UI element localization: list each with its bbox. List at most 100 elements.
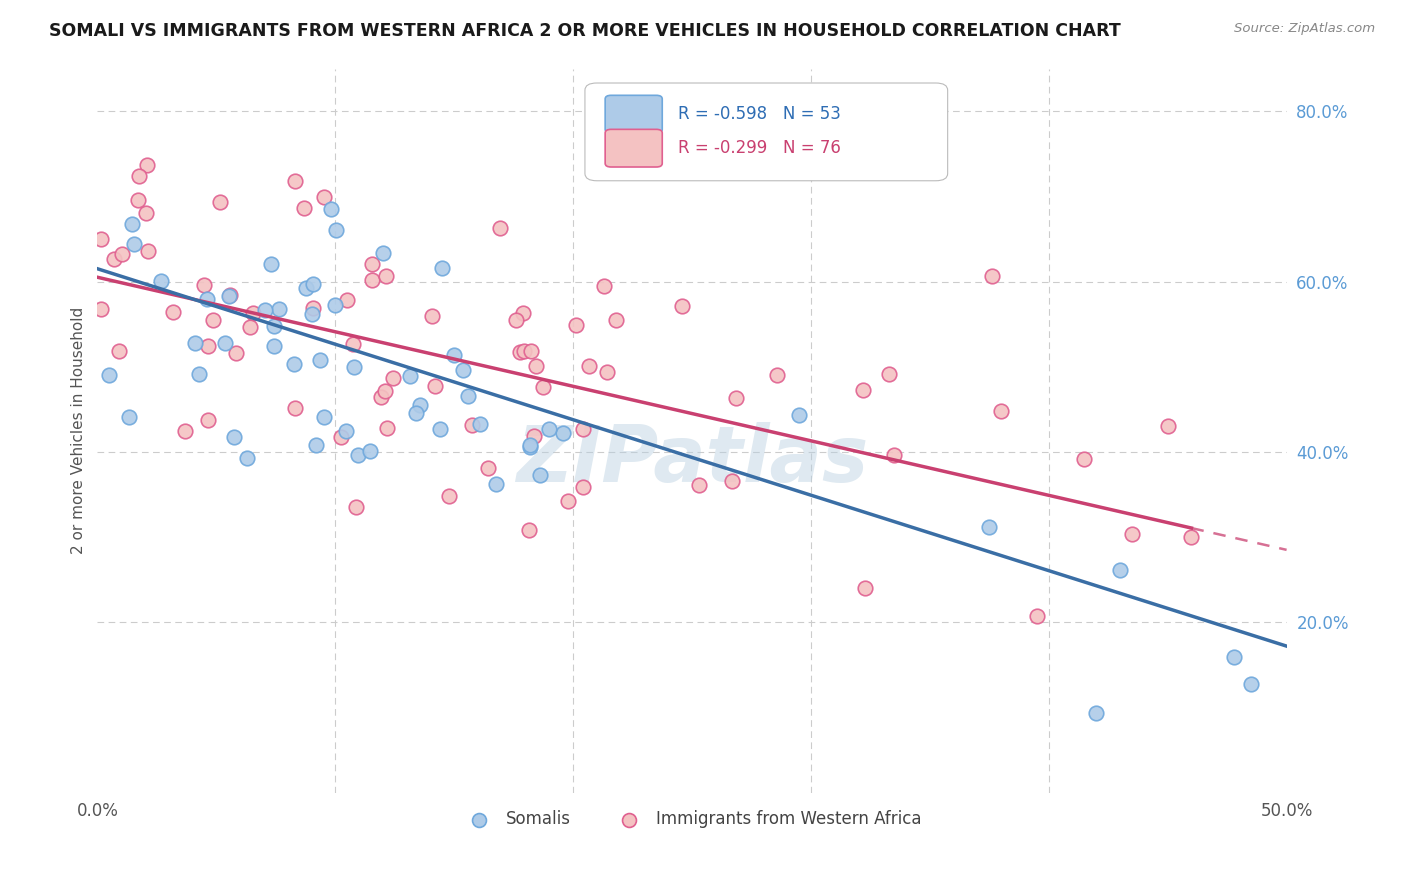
Point [405,406,427,420]
Point [593,278,616,293]
Point [375,268,398,283]
Text: ZIPatlas: ZIPatlas [516,422,868,498]
Point [517,524,540,538]
Point [529,468,551,483]
Point [224,430,246,444]
Point [531,380,554,394]
Point [765,368,787,383]
Point [127,193,149,207]
Point [103,252,125,266]
Point [267,301,290,316]
Point [359,444,381,458]
Point [308,353,330,368]
Point [128,169,150,183]
Point [1240,677,1263,691]
Point [721,474,744,488]
Point [1223,650,1246,665]
Point [202,313,225,327]
Point [323,298,346,312]
Point [260,257,283,271]
Point [853,581,876,595]
Point [149,274,172,288]
Point [519,440,541,454]
Point [108,343,131,358]
Point [374,384,396,399]
Point [443,348,465,362]
Point [485,476,508,491]
Point [688,478,710,492]
Point [477,461,499,475]
Point [519,438,541,452]
Point [572,480,595,494]
Point [195,292,218,306]
Point [883,448,905,462]
Point [342,359,364,374]
Point [235,450,257,465]
Point [135,206,157,220]
Point [312,190,335,204]
Point [336,293,359,308]
Point [519,344,541,359]
Point [377,421,399,435]
Point [1025,609,1047,624]
Point [314,410,336,425]
Point [284,173,307,187]
Point [489,221,512,235]
FancyBboxPatch shape [585,83,948,181]
Point [301,307,323,321]
Point [1085,706,1108,721]
Point [877,368,900,382]
Point [1121,526,1143,541]
Text: Source: ZipAtlas.com: Source: ZipAtlas.com [1234,22,1375,36]
Point [284,401,307,416]
Point [263,339,285,353]
Point [429,422,451,436]
Point [451,362,474,376]
Point [90,301,112,316]
Point [218,287,240,301]
Point [551,426,574,441]
Point [174,424,197,438]
Point [263,318,285,333]
Legend: Somalis, Immigrants from Western Africa: Somalis, Immigrants from Western Africa [456,804,928,835]
Point [90,232,112,246]
Point [239,319,262,334]
Point [136,244,159,258]
Text: R = -0.598   N = 53: R = -0.598 N = 53 [678,105,841,123]
Point [1073,451,1095,466]
Point [319,202,342,216]
Point [342,337,364,351]
Point [347,448,370,462]
Point [242,306,264,320]
Point [409,398,432,412]
Point [305,438,328,452]
Point [852,383,875,397]
Point [371,246,394,260]
Point [214,336,236,351]
Point [360,273,382,287]
Point [513,343,536,358]
Point [437,489,460,503]
Point [990,403,1012,417]
Point [509,345,531,359]
Point [162,305,184,319]
Point [524,359,547,373]
Point [468,417,491,431]
Text: R = -0.299   N = 76: R = -0.299 N = 76 [678,139,841,157]
FancyBboxPatch shape [605,95,662,133]
Point [979,520,1001,534]
Point [596,365,619,379]
Y-axis label: 2 or more Vehicles in Household: 2 or more Vehicles in Household [72,307,86,554]
Point [671,299,693,313]
Point [512,306,534,320]
Point [565,318,588,333]
Point [1156,419,1178,434]
Point [225,346,247,360]
Point [187,368,209,382]
Point [122,237,145,252]
Point [197,339,219,353]
Point [1109,563,1132,577]
Point [538,421,561,435]
Text: SOMALI VS IMMIGRANTS FROM WESTERN AFRICA 2 OR MORE VEHICLES IN HOUSEHOLD CORRELA: SOMALI VS IMMIGRANTS FROM WESTERN AFRICA… [49,22,1121,40]
Point [787,408,810,422]
